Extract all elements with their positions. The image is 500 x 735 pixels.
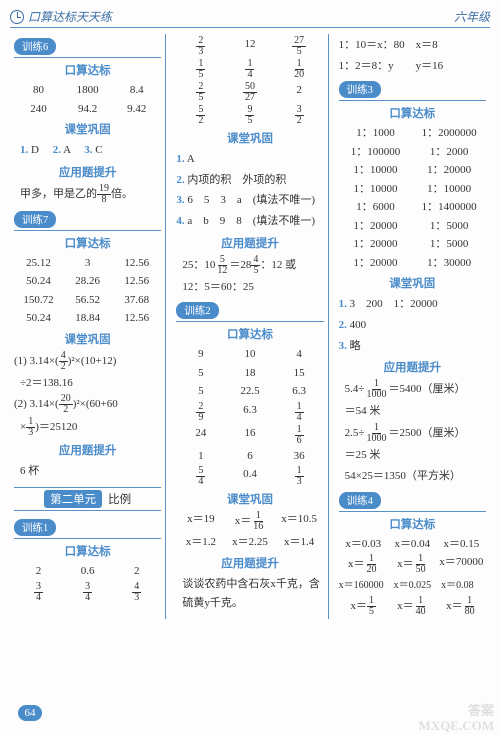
- answer-line: 1. 3 200 1：20000: [339, 295, 486, 314]
- data-row: 51815: [176, 365, 323, 382]
- data-row: 2416 16: [176, 425, 323, 446]
- sect-yyts: 应用题提升: [14, 442, 161, 458]
- data-row: 1：100001：10000: [339, 181, 486, 198]
- watermark: 答案MXQE.COM: [419, 704, 494, 733]
- data-row: x＝120 x＝150 x＝70000: [339, 554, 486, 575]
- badge-train4: 训练4: [339, 492, 381, 509]
- data-row: 50.2428.2612.56: [14, 273, 161, 290]
- sect-ksdb: 口算达标: [14, 235, 161, 251]
- data-row: x＝19 x＝116 x＝10.5: [176, 511, 323, 532]
- badge-train3: 训练3: [339, 81, 381, 98]
- data-row: x＝15 x＝140 x＝180: [339, 596, 486, 617]
- sect-ksdb: 口算达标: [14, 543, 161, 559]
- badge-train2: 训练2: [176, 302, 218, 319]
- eq-line: 2.5÷11000＝2500（厘米）: [339, 423, 486, 444]
- data-row: 1：10001：2000000: [339, 125, 486, 142]
- data-row: 25.12312.56: [14, 255, 161, 272]
- data-row: 1：200001：5000: [339, 236, 486, 253]
- sect-ksdb: 口算达标: [176, 326, 323, 342]
- frac-row: 52 95 32: [176, 105, 323, 126]
- book-title: 口算达标天天练: [28, 8, 112, 25]
- eq-line: 12：5＝60：25: [176, 278, 323, 297]
- data-row: x＝1.2x＝2.25x＝1.4: [176, 534, 323, 551]
- data-row: 1：200001：5000: [339, 218, 486, 235]
- answer-line: 2. 内项的积 外项的积: [176, 171, 323, 190]
- sect-ktgt: 课堂巩固: [176, 130, 323, 146]
- sect-ksdb: 口算达标: [14, 62, 161, 78]
- sect-ktgt: 课堂巩固: [14, 121, 161, 137]
- sect-yyts: 应用题提升: [176, 235, 323, 251]
- col-2: 23 12 275 15 14 120 25 5027 2 52 95 32 课…: [172, 34, 328, 619]
- sect-ktgt: 课堂巩固: [14, 331, 161, 347]
- answer-line: 3. 略: [339, 337, 486, 356]
- eq-line: 5.4÷11000＝5400（厘米）: [339, 379, 486, 400]
- answer-line: 1. A: [176, 150, 323, 169]
- eq-line: ×13)＝25120: [14, 417, 161, 438]
- data-row: 54 0.4 13: [176, 466, 323, 487]
- page-number: 64: [18, 705, 42, 721]
- eq-line: ÷2＝138.16: [14, 374, 161, 393]
- text-line: 甲多，甲是乙的198倍。: [14, 184, 161, 205]
- eq-line: 1：10＝x：80 x＝8: [339, 36, 486, 55]
- sect-ktgt: 课堂巩固: [339, 275, 486, 291]
- data-row: 1：100001：20000: [339, 162, 486, 179]
- eq-line: x＝160000 x＝0.025 x＝0.08: [339, 577, 486, 594]
- sect-ksdb: 口算达标: [339, 516, 486, 532]
- badge-train1: 训练1: [14, 519, 56, 536]
- data-row: 9104: [176, 346, 323, 363]
- data-row: x＝0.03x＝0.04x＝0.15: [339, 536, 486, 553]
- data-row: 24094.29.42: [14, 101, 161, 118]
- answer-line: 2. 400: [339, 316, 486, 335]
- unit-label: 第二单元: [44, 490, 102, 508]
- sect-ksdb: 口算达标: [339, 105, 486, 121]
- frac-row: 25 5027 2: [176, 82, 323, 103]
- frac-row: 23 12 275: [176, 36, 323, 57]
- grade-label: 六年级: [454, 8, 490, 25]
- sect-ktgt: 课堂巩固: [176, 491, 323, 507]
- eq-line: ＝54 米: [339, 402, 486, 421]
- data-row: 34 34 43: [14, 582, 161, 603]
- sect-yyts: 应用题提升: [176, 555, 323, 571]
- answer-line: 1. D 2. A 3. C: [14, 141, 161, 160]
- data-row: 8018008.4: [14, 82, 161, 99]
- answer-line: 4. a b 9 8 (填法不唯一): [176, 212, 323, 231]
- header-left: 口算达标天天练: [10, 8, 112, 25]
- text-line: 6 杯: [14, 462, 161, 481]
- data-row: 1：60001：1400000: [339, 199, 486, 216]
- clock-icon: [10, 10, 24, 24]
- data-row: 50.2418.8412.56: [14, 310, 161, 327]
- eq-line: ＝25 米: [339, 446, 486, 465]
- col-3: 1：10＝x：80 x＝8 1：2＝8：y y＝16 训练3 口算达标 1：10…: [335, 34, 490, 619]
- data-row: 522.56.3: [176, 383, 323, 400]
- columns: 训练6 口算达标 8018008.4 24094.29.42 课堂巩固 1. D…: [10, 34, 490, 619]
- badge-train6: 训练6: [14, 38, 56, 55]
- unit-name: 比例: [108, 491, 131, 507]
- eq-line: 54×25＝1350（平方米）: [339, 467, 486, 486]
- data-row: 1：1000001：2000: [339, 144, 486, 161]
- frac-row: 15 14 120: [176, 59, 323, 80]
- answer-line: 3. 6 5 3 a (填法不唯一): [176, 191, 323, 210]
- sect-yyts: 应用题提升: [339, 359, 486, 375]
- eq-line: (2) 3.14×(202)²×(60+60: [14, 394, 161, 415]
- sect-yyts: 应用题提升: [14, 164, 161, 180]
- text-line: 谈谈农药中含石灰x千克，含硫黄y千克。: [176, 575, 323, 612]
- page-header: 口算达标天天练 六年级: [10, 8, 490, 28]
- data-row: 1：200001：30000: [339, 255, 486, 272]
- data-row: 29 6.3 14: [176, 402, 323, 423]
- data-row: 1636: [176, 448, 323, 465]
- eq-line: 1：2＝8：y y＝16: [339, 57, 486, 76]
- data-row: 150.7256.5237.68: [14, 292, 161, 309]
- data-row: 20.62: [14, 563, 161, 580]
- eq-line: 25：10512＝2845：12 或: [176, 255, 323, 276]
- badge-train7: 训练7: [14, 211, 56, 228]
- eq-line: (1) 3.14×(42)²×(10+12): [14, 351, 161, 372]
- col-1: 训练6 口算达标 8018008.4 24094.29.42 课堂巩固 1. D…: [10, 34, 166, 619]
- unit-header: 第二单元 比例: [14, 487, 161, 511]
